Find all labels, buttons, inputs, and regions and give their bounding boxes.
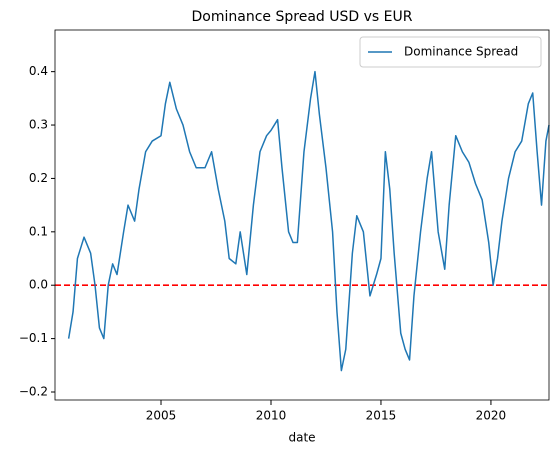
chart-title: Dominance Spread USD vs EUR <box>192 9 413 25</box>
legend-box <box>359 36 542 68</box>
x-tick-label: 2005 <box>146 409 177 423</box>
y-tick-label: 0.3 <box>29 118 48 132</box>
y-tick-label: 0.4 <box>29 64 48 78</box>
x-tick-label: 2015 <box>366 409 397 423</box>
y-tick-label: 0.0 <box>29 278 48 292</box>
y-tick-label: 0.2 <box>29 171 48 185</box>
y-tick-label: 0.1 <box>29 224 48 238</box>
series-line <box>67 70 550 372</box>
x-axis-label: date <box>288 431 315 445</box>
x-tick-label: 2020 <box>476 409 507 423</box>
y-tick-label: −0.1 <box>19 331 48 345</box>
legend-label: Dominance Spread <box>404 45 518 59</box>
x-tick-label: 2010 <box>256 409 287 423</box>
y-tick-label: −0.2 <box>19 384 48 398</box>
plot-frame <box>54 29 550 401</box>
